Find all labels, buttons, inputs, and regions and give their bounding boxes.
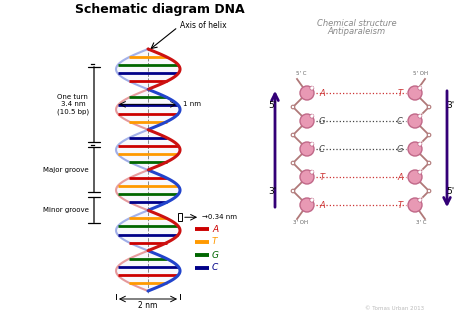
- Text: 3' C: 3' C: [416, 220, 426, 225]
- Circle shape: [291, 105, 295, 109]
- Text: Chemical structure: Chemical structure: [317, 19, 397, 28]
- Text: G: G: [319, 117, 325, 126]
- Text: Major groove: Major groove: [44, 167, 89, 173]
- Circle shape: [300, 198, 314, 212]
- Text: © Tomas Urban 2013: © Tomas Urban 2013: [365, 307, 425, 311]
- Circle shape: [310, 170, 314, 174]
- Circle shape: [427, 105, 431, 109]
- Text: T: T: [212, 238, 218, 247]
- Circle shape: [418, 86, 422, 90]
- Text: 3': 3': [268, 187, 276, 196]
- Circle shape: [408, 170, 422, 184]
- FancyBboxPatch shape: [178, 213, 182, 221]
- Text: 5' C: 5' C: [296, 71, 306, 76]
- Circle shape: [427, 161, 431, 165]
- Circle shape: [408, 142, 422, 156]
- Text: 2 nm: 2 nm: [138, 301, 158, 310]
- Text: 1 nm: 1 nm: [183, 101, 201, 107]
- Text: A: A: [319, 201, 325, 210]
- Circle shape: [291, 133, 295, 137]
- Text: T: T: [319, 172, 325, 181]
- Text: Minor groove: Minor groove: [43, 207, 89, 213]
- Circle shape: [427, 189, 431, 193]
- Text: 5': 5': [268, 101, 276, 110]
- Text: o: o: [311, 141, 315, 145]
- Text: 3': 3': [446, 101, 454, 110]
- Text: o: o: [311, 196, 315, 202]
- Text: o: o: [419, 196, 422, 202]
- Text: o: o: [419, 84, 422, 90]
- Text: o: o: [419, 141, 422, 145]
- Text: A: A: [212, 224, 218, 233]
- Text: One turn
3.4 nm
(10.5 bp): One turn 3.4 nm (10.5 bp): [57, 94, 89, 115]
- Text: o: o: [311, 112, 315, 117]
- Text: G: G: [397, 144, 403, 153]
- Circle shape: [418, 170, 422, 174]
- Text: 3' OH: 3' OH: [293, 220, 309, 225]
- Circle shape: [310, 114, 314, 118]
- Circle shape: [300, 170, 314, 184]
- Text: T: T: [397, 201, 402, 210]
- Circle shape: [310, 198, 314, 202]
- Text: →0.34 nm: →0.34 nm: [202, 214, 237, 220]
- Text: o: o: [419, 112, 422, 117]
- Text: G: G: [212, 250, 219, 259]
- Circle shape: [300, 86, 314, 100]
- Circle shape: [408, 198, 422, 212]
- Circle shape: [300, 142, 314, 156]
- Circle shape: [310, 86, 314, 90]
- Circle shape: [291, 189, 295, 193]
- Text: 5': 5': [446, 187, 454, 196]
- Circle shape: [427, 133, 431, 137]
- Text: Antiparaleism: Antiparaleism: [328, 28, 386, 37]
- Circle shape: [418, 142, 422, 146]
- Text: Schematic diagram DNA: Schematic diagram DNA: [75, 4, 245, 16]
- Text: A: A: [397, 172, 403, 181]
- Text: o: o: [311, 84, 315, 90]
- Circle shape: [418, 114, 422, 118]
- Circle shape: [418, 198, 422, 202]
- Text: C: C: [319, 144, 325, 153]
- Circle shape: [408, 114, 422, 128]
- Text: o: o: [419, 169, 422, 173]
- Circle shape: [291, 161, 295, 165]
- Text: o: o: [311, 169, 315, 173]
- Text: A: A: [319, 89, 325, 98]
- Circle shape: [310, 142, 314, 146]
- Text: T: T: [397, 89, 402, 98]
- Circle shape: [408, 86, 422, 100]
- Text: C: C: [397, 117, 403, 126]
- Text: 5' OH: 5' OH: [413, 71, 428, 76]
- Text: Axis of helix: Axis of helix: [180, 21, 227, 30]
- Text: C: C: [212, 264, 218, 273]
- Circle shape: [300, 114, 314, 128]
